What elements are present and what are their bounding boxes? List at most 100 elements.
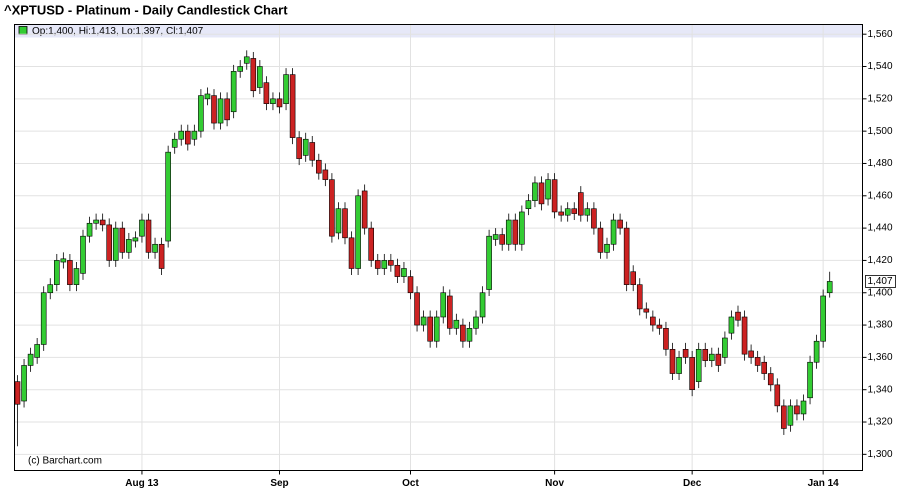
candle-body: [145, 219, 152, 253]
candle-body: [519, 211, 525, 245]
candle-body: [486, 235, 492, 290]
candle-body: [525, 200, 532, 210]
candle-body: [178, 130, 185, 140]
candle-body: [342, 208, 348, 239]
candle-body: [708, 353, 715, 361]
legend-text: Op:1,400, Hi:1,413, Lo:1,397, Cl:1,407: [32, 26, 204, 37]
candle-body: [204, 93, 211, 100]
y-tick-label: 1,400: [868, 287, 893, 298]
candle-body: [650, 316, 656, 326]
candle-body: [446, 295, 453, 329]
candle-body: [185, 130, 191, 145]
candle-body: [577, 192, 584, 216]
candle-body: [656, 324, 663, 329]
candle-body: [276, 98, 283, 108]
candle-body: [702, 349, 709, 361]
candle-body: [158, 243, 165, 269]
last-price-box: [865, 275, 896, 288]
candle-body: [126, 239, 132, 253]
candle-body: [479, 292, 486, 318]
y-tick-label: 1,480: [868, 158, 893, 169]
candle-body: [139, 219, 145, 237]
candle-body: [695, 349, 702, 382]
candle-body: [669, 349, 676, 374]
candle-body: [60, 258, 67, 263]
candle-body: [610, 219, 617, 245]
candle-body: [217, 98, 224, 124]
candle-body: [820, 295, 826, 342]
candle-body: [119, 227, 126, 253]
candle-body: [296, 137, 302, 159]
candle-body: [348, 237, 355, 269]
candle-body: [67, 260, 73, 285]
candle-body: [315, 159, 322, 174]
candle-body: [309, 142, 316, 161]
candle-body: [663, 327, 669, 350]
credit: (c) Barchart.com: [28, 456, 102, 467]
candle-body: [545, 179, 551, 200]
candle-body: [224, 98, 230, 121]
candle-body: [440, 292, 447, 318]
candle-body: [152, 243, 158, 253]
y-tick-label: 1,460: [868, 190, 893, 201]
candle-body: [374, 260, 381, 269]
candle-body: [165, 151, 171, 242]
candle-body: [682, 349, 689, 358]
candle-body: [243, 56, 250, 64]
candle-body: [643, 308, 650, 313]
plot-frame: [14, 24, 863, 471]
candle-body: [807, 361, 813, 399]
candle-body: [211, 95, 217, 124]
candle-body: [623, 227, 630, 285]
legend-swatch: [18, 26, 28, 35]
candle-body: [794, 405, 800, 415]
candle-body: [47, 284, 54, 294]
candle-body: [433, 316, 440, 342]
candle-body: [171, 138, 178, 148]
x-tick-label: Jan 14: [808, 478, 840, 489]
candle-body: [466, 327, 473, 342]
candle-body: [86, 222, 93, 237]
candle-body: [722, 337, 728, 358]
candle-body: [191, 130, 198, 140]
grid: [14, 24, 863, 471]
candle-body: [604, 243, 610, 253]
y-tick-label: 1,520: [868, 93, 893, 104]
candle-body: [538, 182, 545, 205]
candle-body: [427, 316, 433, 342]
candle-body: [505, 219, 512, 245]
candle-body: [597, 227, 604, 253]
candle-body: [106, 224, 112, 261]
candle-body: [27, 353, 34, 366]
candle-body: [289, 74, 296, 138]
candle-body: [584, 208, 591, 216]
y-tick-label: 1,320: [868, 417, 893, 428]
candle-body: [676, 357, 682, 374]
candle-body: [270, 98, 276, 104]
candle-body: [355, 195, 361, 269]
y-tick-label: 1,540: [868, 61, 893, 72]
candle-body: [40, 292, 47, 345]
candle-body: [257, 66, 263, 88]
y-tick-label: 1,420: [868, 255, 893, 266]
y-tick-label: 1,380: [868, 320, 893, 331]
x-tick-label: Aug 13: [125, 478, 159, 489]
chart-title: ^XPTUSD - Platinum - Daily Candlestick C…: [4, 2, 288, 17]
candle-body: [564, 208, 571, 216]
candle-body: [492, 234, 499, 240]
candle-body: [735, 311, 741, 321]
candle-body: [800, 400, 807, 415]
candle-body: [237, 66, 243, 72]
candle-body: [407, 276, 414, 294]
candle-body: [551, 179, 558, 213]
candle-body: [230, 71, 237, 113]
y-tick-label: 1,360: [868, 352, 893, 363]
candle-body: [112, 227, 119, 261]
candle-body: [198, 95, 204, 132]
candle-body: [460, 324, 466, 342]
x-tick-label: Oct: [402, 478, 419, 489]
y-tick-label: 1,560: [868, 29, 893, 40]
last-price-label: 1,407: [868, 276, 893, 287]
